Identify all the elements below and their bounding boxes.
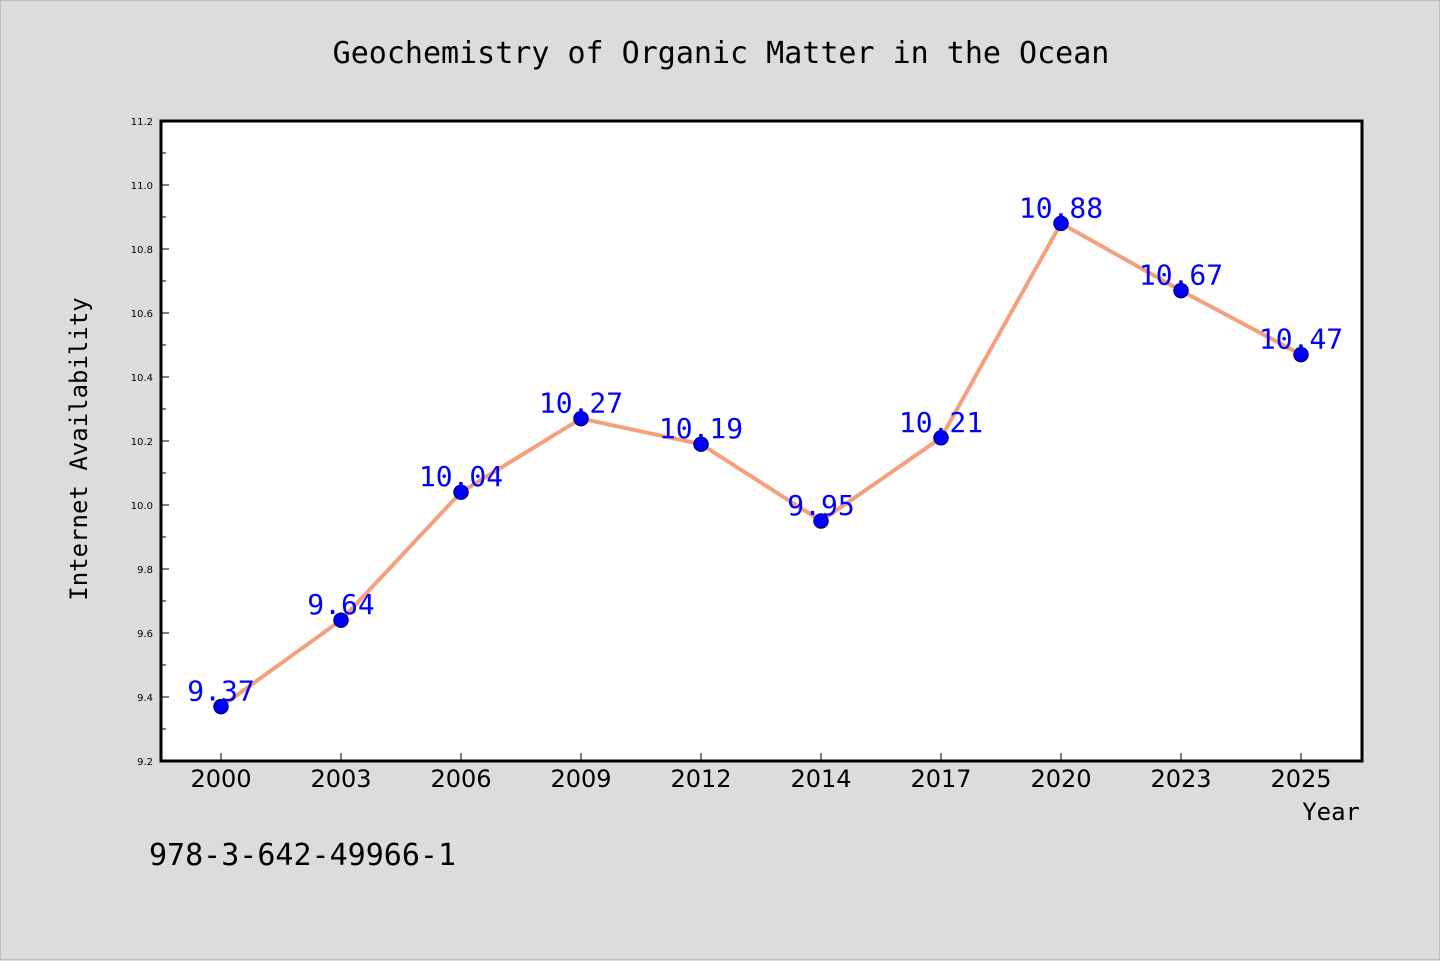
data-label: 9.37 <box>187 675 254 708</box>
data-point <box>573 410 589 427</box>
data-labels: 9.37 9.64 10.04 10.27 10.19 9.95 10.21 10.88 10.… <box>187 191 1343 707</box>
data-label: 10.88 <box>1019 191 1103 224</box>
y-tick-label: 10.6 <box>131 309 153 320</box>
data-point <box>453 484 469 500</box>
x-tick-label: 2009 <box>550 765 611 793</box>
data-point <box>213 698 229 715</box>
y-tick-label: 9.2 <box>137 757 153 768</box>
chart-title: Geochemistry of Organic Matter in the Oc… <box>333 36 1110 71</box>
isbn-annotation: 978-3-642-49966-1 <box>149 838 456 873</box>
x-axis-label: Year <box>1302 798 1360 826</box>
x-axis: 2000 2003 2006 2009 2012 2014 2017 2020 2023 2025 <box>190 753 1332 793</box>
x-tick-label: 2025 <box>1270 765 1331 793</box>
data-label: 10.21 <box>899 406 983 439</box>
data-point <box>1053 215 1069 232</box>
y-tick-label: 10.0 <box>131 501 153 512</box>
x-tick-label: 2012 <box>670 765 731 793</box>
x-tick-label: 2000 <box>190 765 251 793</box>
data-label: 10.04 <box>419 460 503 493</box>
data-point <box>693 436 709 452</box>
y-axis-label: Internet Availability <box>65 297 93 600</box>
data-label: 10.47 <box>1259 323 1343 356</box>
x-tick-label: 2006 <box>430 765 491 793</box>
y-tick-label: 11.0 <box>131 181 153 192</box>
data-markers <box>213 215 1309 715</box>
data-label: 10.27 <box>539 387 623 420</box>
y-tick-label: 9.8 <box>137 565 153 576</box>
y-tick-label: 10.2 <box>131 437 153 448</box>
data-point <box>333 612 349 628</box>
x-tick-label: 2023 <box>1150 765 1211 793</box>
x-tick-label: 2020 <box>1030 765 1091 793</box>
data-label: 10.19 <box>659 412 743 445</box>
data-point <box>1293 346 1309 363</box>
data-label: 9.64 <box>307 588 374 621</box>
data-point <box>813 513 829 529</box>
data-point <box>1173 282 1189 299</box>
x-tick-label: 2017 <box>910 765 971 793</box>
y-tick-label: 9.4 <box>137 693 153 704</box>
y-tick-label: 10.8 <box>131 245 153 256</box>
y-tick-label: 11.2 <box>131 117 153 128</box>
data-label: 10.67 <box>1139 259 1223 292</box>
plot-area <box>161 121 1362 761</box>
data-label: 9.95 <box>787 489 854 522</box>
y-axis: 9.2 9.4 9.6 9.8 10.0 10.2 10.4 10.6 10.8 11.0 11.2 <box>131 117 169 768</box>
x-tick-label: 2014 <box>790 765 851 793</box>
y-tick-label: 10.4 <box>131 373 153 384</box>
x-tick-label: 2003 <box>310 765 371 793</box>
data-point <box>933 430 949 446</box>
series-line <box>219 221 1302 709</box>
plot-frame <box>159 119 1364 763</box>
y-tick-label: 9.6 <box>137 629 153 640</box>
